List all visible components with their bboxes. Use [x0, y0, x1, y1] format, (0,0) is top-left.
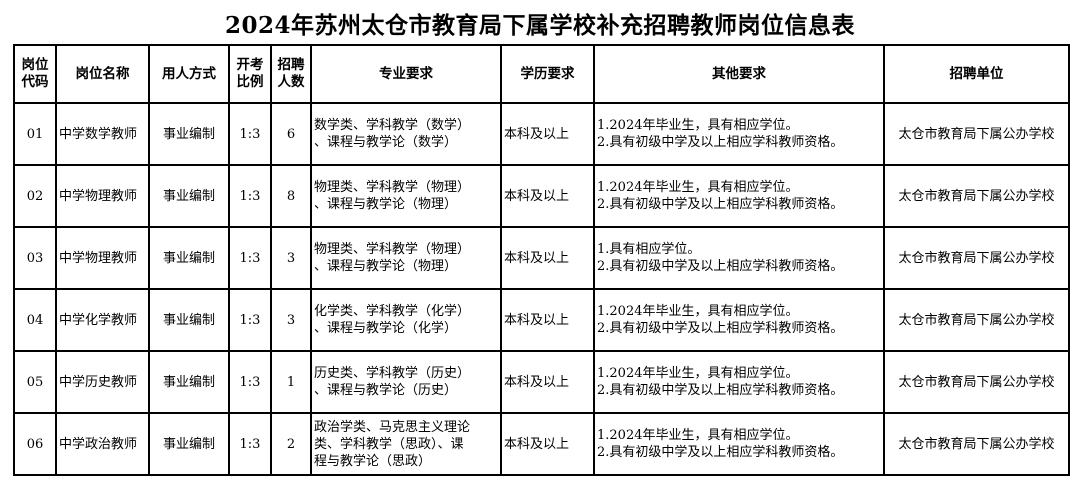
cell-unit: 太仓市教育局下属公办学校	[883, 226, 1070, 290]
table-row: 03 中学物理教师 事业编制 1:3 3 物理类、学科教学（物理） 、课程与教学论（物理） 本…	[13, 226, 1070, 290]
cell-count: 3	[270, 226, 312, 290]
header-method: 用人方式	[148, 44, 230, 104]
header-unit: 招聘单位	[883, 44, 1070, 104]
cell-name: 中学政治教师	[55, 412, 150, 476]
cell-education: 本科及以上	[500, 288, 595, 352]
cell-ratio: 1:3	[228, 164, 272, 228]
cell-count: 3	[270, 288, 312, 352]
cell-other-line: 2.具有初级中学及以上相应学科教师资格。	[597, 445, 844, 460]
cell-other-line: 2.具有初级中学及以上相应学科教师资格。	[597, 259, 844, 274]
cell-other-line: 1.2024年毕业生，具有相应学位。	[597, 428, 799, 443]
cell-ratio: 1:3	[228, 102, 272, 166]
cell-name: 中学数学教师	[55, 102, 150, 166]
table-row: 05 中学历史教师 事业编制 1:3 1 历史类、学科教学（历史） 、课程与教学论（历史） 本…	[13, 350, 1070, 414]
header-count: 招聘 人数	[270, 44, 312, 104]
cell-major-line: 、课程与教学论（数学）	[314, 135, 458, 150]
cell-major-line: 物理类、学科教学（物理）	[314, 180, 471, 195]
cell-major-line: 、课程与教学论（物理）	[314, 197, 458, 212]
cell-unit: 太仓市教育局下属公办学校	[883, 412, 1070, 476]
header-row: 岗位 代码 岗位名称 用人方式 开考 比例 招聘 人数 专业要求 学历要求 其他要求 招聘单位	[13, 44, 1070, 104]
cell-method: 事业编制	[148, 164, 230, 228]
cell-other-line: 2.具有初级中学及以上相应学科教师资格。	[597, 197, 844, 212]
cell-count: 8	[270, 164, 312, 228]
cell-code: 03	[13, 226, 57, 290]
header-name: 岗位名称	[55, 44, 150, 104]
cell-ratio: 1:3	[228, 412, 272, 476]
cell-other: 1.具有相应学位。 2.具有初级中学及以上相应学科教师资格。	[593, 226, 885, 290]
cell-education: 本科及以上	[500, 412, 595, 476]
cell-method: 事业编制	[148, 412, 230, 476]
cell-other-line: 1.2024年毕业生，具有相应学位。	[597, 180, 799, 195]
cell-major: 历史类、学科教学（历史） 、课程与教学论（历史）	[310, 350, 502, 414]
cell-major-line: 化学类、学科教学（化学）	[314, 304, 471, 319]
cell-major-line: 政治学类、马克思主义理论	[314, 419, 471, 435]
cell-other-line: 1.2024年毕业生，具有相应学位。	[597, 304, 799, 319]
cell-major-line: 、课程与教学论（物理）	[314, 259, 458, 274]
cell-major-line: 历史类、学科教学（历史）	[314, 366, 471, 381]
cell-count: 2	[270, 412, 312, 476]
cell-other-line: 1.具有相应学位。	[597, 242, 701, 257]
cell-method: 事业编制	[148, 102, 230, 166]
cell-ratio: 1:3	[228, 350, 272, 414]
cell-education: 本科及以上	[500, 350, 595, 414]
cell-name: 中学历史教师	[55, 350, 150, 414]
page-title: 2024年苏州太仓市教育局下属学校补充招聘教师岗位信息表	[224, 12, 855, 39]
cell-unit: 太仓市教育局下属公办学校	[883, 164, 1070, 228]
cell-code: 04	[13, 288, 57, 352]
cell-code: 01	[13, 102, 57, 166]
cell-code: 02	[13, 164, 57, 228]
header-code: 岗位 代码	[13, 44, 57, 104]
cell-major-line: 、课程与教学论（历史）	[314, 383, 458, 398]
cell-education: 本科及以上	[500, 164, 595, 228]
cell-unit: 太仓市教育局下属公办学校	[883, 288, 1070, 352]
cell-major: 物理类、学科教学（物理） 、课程与教学论（物理）	[310, 164, 502, 228]
cell-other: 1.2024年毕业生，具有相应学位。 2.具有初级中学及以上相应学科教师资格。	[593, 350, 885, 414]
cell-other: 1.2024年毕业生，具有相应学位。 2.具有初级中学及以上相应学科教师资格。	[593, 412, 885, 476]
cell-other-line: 2.具有初级中学及以上相应学科教师资格。	[597, 135, 844, 150]
cell-education: 本科及以上	[500, 102, 595, 166]
cell-name: 中学物理教师	[55, 164, 150, 228]
cell-other: 1.2024年毕业生，具有相应学位。 2.具有初级中学及以上相应学科教师资格。	[593, 164, 885, 228]
cell-other-line: 1.2024年毕业生，具有相应学位。	[597, 366, 799, 381]
cell-unit: 太仓市教育局下属公办学校	[883, 102, 1070, 166]
cell-code: 06	[13, 412, 57, 476]
cell-count: 1	[270, 350, 312, 414]
cell-major-line: 、课程与教学论（化学）	[314, 321, 458, 336]
cell-other-line: 1.2024年毕业生，具有相应学位。	[597, 118, 799, 133]
header-education: 学历要求	[500, 44, 595, 104]
cell-count: 6	[270, 102, 312, 166]
positions-table: 岗位 代码 岗位名称 用人方式 开考 比例 招聘 人数 专业要求 学历要求 其他要求 招聘单位 01 中…	[13, 44, 1070, 476]
table-row: 02 中学物理教师 事业编制 1:3 8 物理类、学科教学（物理） 、课程与教学论（物理） 本…	[13, 164, 1070, 228]
table-row: 06 中学政治教师 事业编制 1:3 2 政治学类、马克思主义理论 类、学科教学（思政）、课…	[13, 412, 1070, 476]
cell-ratio: 1:3	[228, 288, 272, 352]
cell-ratio: 1:3	[228, 226, 272, 290]
cell-name: 中学物理教师	[55, 226, 150, 290]
cell-major-line: 类、学科教学（思政）、课	[314, 436, 464, 452]
cell-major: 数学类、学科教学（数学） 、课程与教学论（数学）	[310, 102, 502, 166]
cell-major: 物理类、学科教学（物理） 、课程与教学论（物理）	[310, 226, 502, 290]
cell-name: 中学化学教师	[55, 288, 150, 352]
cell-major: 政治学类、马克思主义理论 类、学科教学（思政）、课 程与教学论（思政）	[310, 412, 502, 476]
cell-major-line: 程与教学论（思政）	[314, 453, 432, 469]
cell-education: 本科及以上	[500, 226, 595, 290]
cell-method: 事业编制	[148, 226, 230, 290]
cell-method: 事业编制	[148, 350, 230, 414]
header-ratio: 开考 比例	[228, 44, 272, 104]
table-row: 04 中学化学教师 事业编制 1:3 3 化学类、学科教学（化学） 、课程与教学论（化学） 本…	[13, 288, 1070, 352]
table-row: 01 中学数学教师 事业编制 1:3 6 数学类、学科教学（数学） 、课程与教学论（数学） 本…	[13, 102, 1070, 166]
cell-other: 1.2024年毕业生，具有相应学位。 2.具有初级中学及以上相应学科教师资格。	[593, 102, 885, 166]
cell-method: 事业编制	[148, 288, 230, 352]
cell-major-line: 物理类、学科教学（物理）	[314, 242, 471, 257]
cell-unit: 太仓市教育局下属公办学校	[883, 350, 1070, 414]
cell-major-line: 数学类、学科教学（数学）	[314, 118, 471, 133]
cell-other-line: 2.具有初级中学及以上相应学科教师资格。	[597, 383, 844, 398]
header-major: 专业要求	[310, 44, 502, 104]
header-other: 其他要求	[593, 44, 885, 104]
cell-code: 05	[13, 350, 57, 414]
cell-major: 化学类、学科教学（化学） 、课程与教学论（化学）	[310, 288, 502, 352]
cell-other-line: 2.具有初级中学及以上相应学科教师资格。	[597, 321, 844, 336]
cell-other: 1.2024年毕业生，具有相应学位。 2.具有初级中学及以上相应学科教师资格。	[593, 288, 885, 352]
